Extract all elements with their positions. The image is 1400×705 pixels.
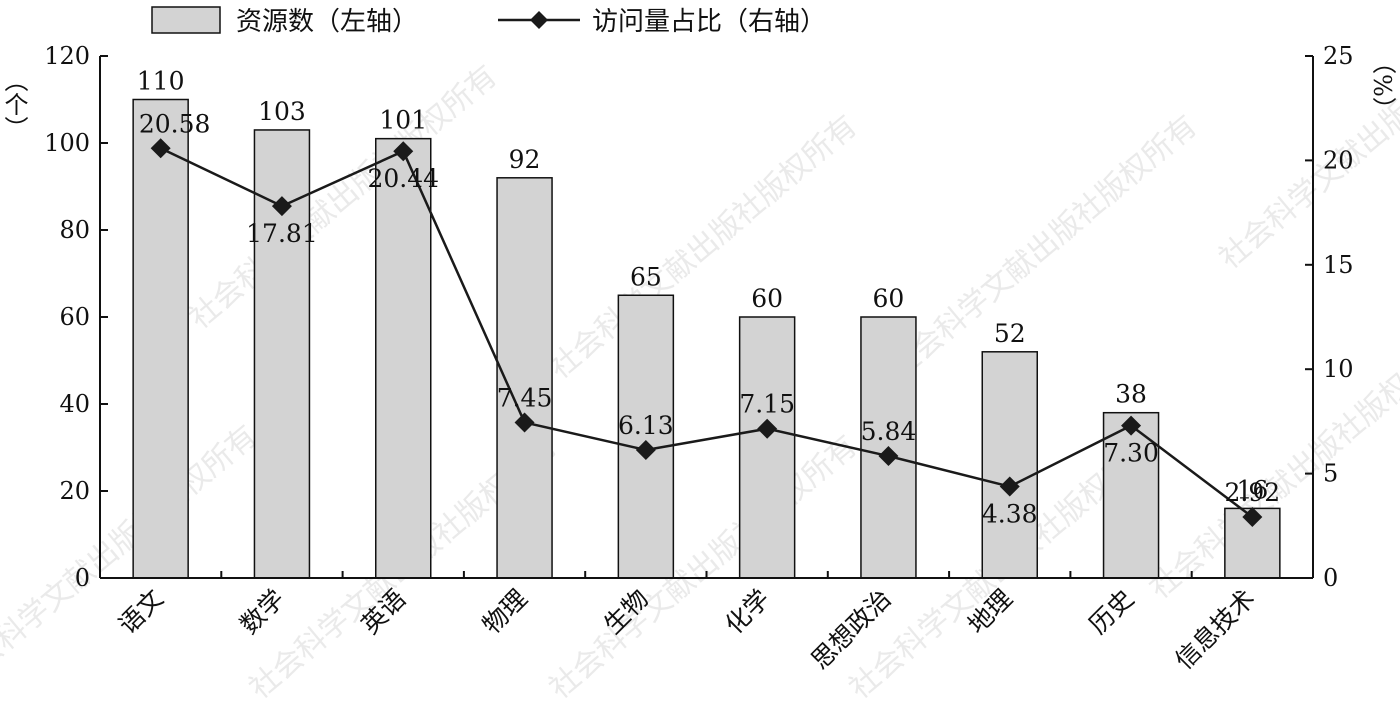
bar-value-label: 101 (379, 106, 427, 135)
line-value-label: 5.84 (861, 417, 917, 446)
line-value-label: 7.15 (739, 390, 795, 419)
line-value-label: 20.44 (367, 164, 439, 193)
bar (496, 177, 553, 579)
legend-line-label: 访问量占比（右轴） (592, 7, 826, 37)
watermark-text: 社会科学文献出版社版权所有 (0, 419, 264, 696)
watermark-text: 社会科学文献出版社版权所有 (183, 59, 504, 336)
right-tick-label: 0 (1323, 564, 1338, 592)
left-tick-label: 20 (59, 477, 90, 505)
line-value-label: 17.81 (246, 219, 318, 248)
watermark-text: 社会科学文献出版社版权所有 (543, 109, 864, 386)
line-marker (271, 196, 292, 217)
legend-bar-swatch (151, 6, 221, 34)
line-value-label: 4.38 (982, 500, 1038, 529)
line-value-label: 20.58 (139, 109, 211, 138)
left-tick-label: 40 (59, 390, 90, 418)
category-label: 化学 (720, 584, 776, 640)
line-path (160, 147, 1254, 519)
watermark-text: 社会科学文献出版社版权所有 (883, 109, 1204, 386)
bar-value-label: 38 (1115, 380, 1147, 409)
legend-bar-label: 资源数（左轴） (236, 7, 418, 37)
line-marker (635, 440, 656, 461)
left-tick-label: 80 (59, 216, 90, 244)
line-marker (1121, 415, 1142, 436)
right-tick-label: 25 (1323, 42, 1354, 70)
category-label: 数学 (234, 584, 290, 640)
line-marker (878, 446, 899, 467)
bar-value-label: 110 (137, 67, 185, 96)
line-marker (514, 412, 535, 433)
line-marker (393, 141, 414, 162)
category-label: 信息技术 (1169, 584, 1260, 675)
left-tick-label: 100 (44, 129, 90, 157)
bar-value-label: 60 (751, 284, 783, 313)
bar-value-label: 92 (509, 145, 541, 174)
line-marker (1242, 507, 1263, 528)
bar-value-label: 65 (630, 262, 662, 291)
right-axis-unit-label: （%） (1368, 50, 1396, 121)
legend: 资源数（左轴） 访问量占比（右轴） (151, 6, 826, 37)
line-marker (999, 476, 1020, 497)
legend-diamond-marker (530, 11, 548, 29)
line-marker (757, 418, 778, 439)
bar (375, 137, 432, 579)
left-tick-label: 120 (44, 42, 90, 70)
bar (1102, 411, 1160, 579)
right-tick-label: 10 (1323, 355, 1354, 383)
right-tick-label: 5 (1323, 460, 1338, 488)
left-tick-label: 0 (75, 564, 90, 592)
line-value-label: 7.30 (1103, 439, 1159, 468)
left-tick-label: 60 (59, 303, 90, 331)
line-value-label: 2.92 (1225, 478, 1281, 507)
bar (738, 316, 796, 579)
bar-value-label: 52 (994, 319, 1026, 348)
data-labels: 110 103 101 92 65 60 60 52 38 16 20.58 17.81 20.44 7.… (137, 67, 1280, 529)
bar (981, 351, 1038, 579)
line-marker (150, 138, 171, 159)
bar-value-label: 60 (873, 284, 905, 313)
left-axis-unit-label: （个） (0, 68, 28, 140)
category-label: 语文 (113, 584, 169, 640)
line-value-label: 7.45 (497, 383, 553, 412)
bar (132, 98, 189, 579)
category-label: 历史 (1083, 584, 1139, 640)
right-tick-label: 15 (1323, 251, 1354, 279)
right-tick-label: 20 (1323, 146, 1354, 174)
watermark-text: 社会科学文献出版社版权所有 (1213, 0, 1400, 276)
category-label: 物理 (477, 584, 533, 640)
bar-value-label: 16 (1236, 475, 1268, 504)
line-series (150, 138, 1263, 528)
line-value-label: 6.13 (618, 411, 674, 440)
bar-value-label: 103 (258, 97, 306, 126)
